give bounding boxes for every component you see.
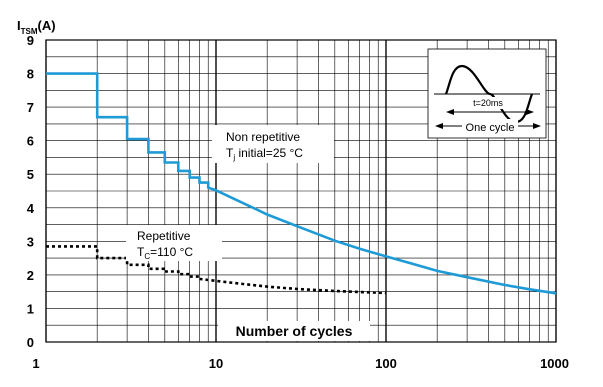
non-repetitive-label: Non repetitive (226, 130, 300, 144)
repetitive-cond-prefix: T (137, 245, 145, 259)
x-axis-title-box (218, 321, 370, 341)
repetitive-line (46, 245, 387, 295)
non-repetitive-condition: Tj initial=25 °C (226, 146, 303, 162)
repetitive-cond-sub: C (144, 252, 150, 261)
inset-time-arrowhead-left (446, 109, 454, 115)
y-tick-labels: 0 1 2 3 4 5 6 7 8 9 (27, 33, 35, 350)
inset-sine-wave (444, 64, 534, 124)
y-tick-label: 1 (27, 301, 34, 316)
x-tick-label: 100 (375, 356, 397, 371)
x-tick-label: 1000 (540, 356, 569, 371)
y-tick-label: 6 (27, 134, 34, 149)
x-tick-label: 10 (209, 356, 223, 371)
inset-cycle-arrowhead-left (435, 123, 443, 129)
y-tick-label: 3 (27, 234, 34, 249)
non-repetitive-label-box (212, 125, 334, 163)
inset-cycle-label: One cycle (466, 122, 515, 134)
x-axis-title: Number of cycles (236, 323, 353, 339)
y-axis-title: ITSM(A) (17, 18, 56, 36)
y-tick-label: 4 (27, 201, 35, 216)
x-tick-labels: 1 10 100 1000 (32, 356, 569, 371)
repetitive-label-box (126, 225, 222, 261)
repetitive-condition: TC=110 °C (137, 245, 193, 261)
y-tick-label: 9 (27, 33, 34, 48)
inset-time-label: t=20ms (473, 98, 503, 108)
non-repetitive-cond-sub: j (232, 153, 235, 162)
inset-sine-diagram: t=20ms One cycle (427, 48, 547, 139)
non-repetitive-cond-suffix: initial=25 °C (235, 146, 303, 160)
series-lines (46, 72, 557, 295)
x-tick-label: 1 (32, 356, 39, 371)
y-tick-label: 2 (27, 268, 34, 283)
inset-time-arrowhead-right (526, 109, 534, 115)
repetitive-cond-suffix: =110 °C (150, 245, 193, 259)
non-repetitive-cond-prefix: T (226, 146, 234, 160)
y-axis-title-sub: TSM (21, 27, 38, 36)
y-tick-label: 8 (27, 67, 34, 82)
inset-time-label-bg (466, 97, 510, 109)
repetitive-label: Repetitive (137, 229, 191, 243)
y-tick-label: 0 (27, 335, 34, 350)
y-tick-label: 5 (27, 167, 34, 182)
non-repetitive-line (46, 72, 557, 295)
y-axis-title-main: I (17, 18, 21, 33)
y-tick-label: 7 (27, 100, 34, 115)
plot-frame (45, 39, 557, 343)
y-axis-title-unit: (A) (38, 18, 56, 33)
inset-cycle-arrowhead-right (533, 123, 541, 129)
inset-cycle-label-bg (462, 119, 518, 133)
